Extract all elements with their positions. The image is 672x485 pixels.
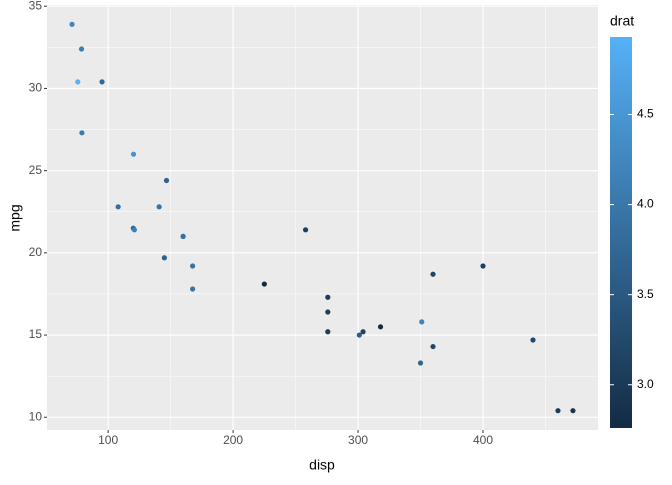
y-axis-title: mpg — [7, 204, 23, 231]
point — [78, 46, 85, 52]
x-axis-title: disp — [309, 457, 335, 473]
colorbar-label: 3.5 — [637, 287, 654, 301]
point — [302, 227, 309, 233]
point — [190, 263, 196, 269]
x-tick-label: 200 — [223, 433, 243, 447]
point — [131, 227, 137, 233]
y-tick-label: 35 — [29, 0, 43, 12]
point — [325, 294, 331, 300]
point — [115, 204, 121, 210]
point — [377, 324, 384, 330]
point — [75, 79, 81, 85]
colorbar-label: 4.5 — [637, 107, 654, 121]
point — [163, 177, 170, 184]
colorbar-label: 4.0 — [637, 197, 654, 211]
colorbar — [610, 37, 632, 428]
point — [356, 332, 362, 338]
point — [530, 337, 536, 343]
y-tick-label: 25 — [29, 163, 43, 177]
point — [180, 233, 186, 240]
y-tick-label: 10 — [29, 409, 43, 423]
panel — [47, 5, 598, 430]
y-tick-label: 15 — [29, 327, 43, 341]
x-tick-label: 100 — [98, 433, 118, 447]
point — [99, 79, 105, 85]
grid — [47, 5, 598, 430]
point — [480, 263, 486, 269]
point — [430, 343, 436, 350]
point — [417, 360, 424, 366]
point — [570, 408, 576, 414]
colorbar-label: 3.0 — [637, 377, 654, 391]
y-tick-label: 20 — [29, 245, 43, 259]
x-tick-label: 300 — [348, 433, 368, 447]
point — [130, 151, 137, 157]
point — [555, 408, 561, 414]
point — [161, 255, 167, 261]
point — [190, 286, 196, 292]
point — [79, 130, 85, 136]
point — [360, 329, 366, 335]
point — [325, 309, 331, 315]
x-tick-label: 400 — [473, 433, 493, 447]
points — [69, 21, 576, 414]
point — [156, 204, 162, 210]
point — [261, 281, 267, 287]
legend-title: drat — [610, 13, 634, 29]
point — [430, 271, 436, 277]
point — [419, 319, 425, 325]
point — [69, 21, 75, 27]
y-tick-label: 30 — [29, 81, 43, 95]
point — [325, 329, 331, 335]
